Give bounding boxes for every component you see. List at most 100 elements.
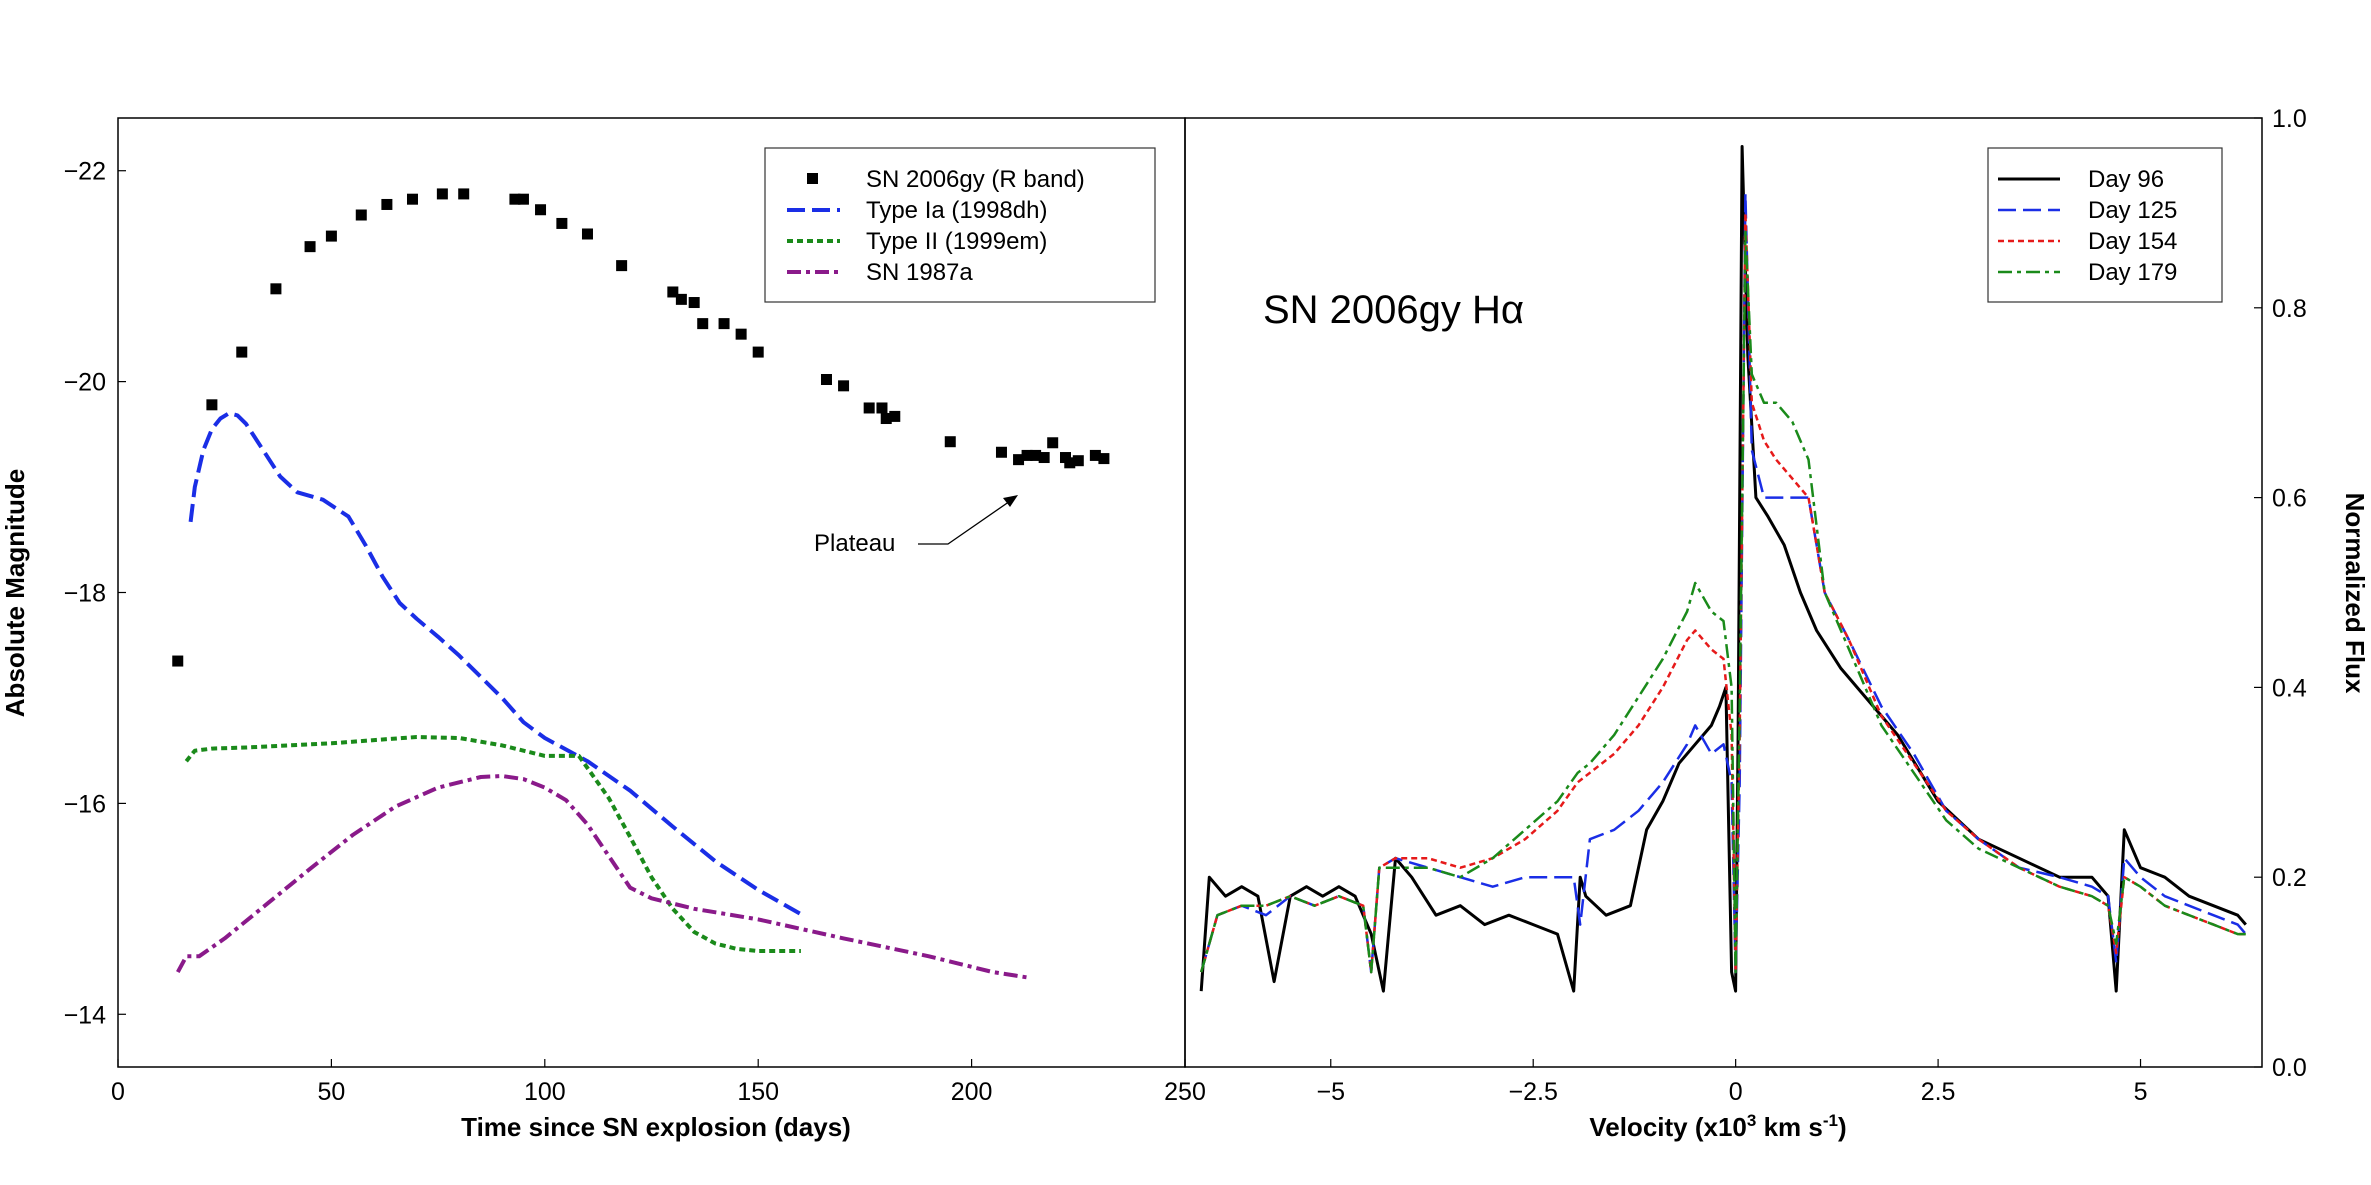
right-x-label-part2: km s xyxy=(1756,1112,1823,1142)
right-x-tick-label: 2.5 xyxy=(1921,1078,1956,1106)
right-chart-title: SN 2006gy Hα xyxy=(1263,288,1524,332)
left-y-tick-label: −16 xyxy=(64,790,106,818)
right-x-label-part3: ) xyxy=(1838,1112,1847,1142)
sn2006gy-data-point xyxy=(1089,449,1101,461)
sn2006gy-data-point xyxy=(381,198,393,210)
left-x-tick-label: 50 xyxy=(317,1078,345,1106)
left-legend-label: Type II (1999em) xyxy=(866,228,1047,255)
sn2006gy-data-point xyxy=(270,283,282,295)
plateau-annotation: Plateau xyxy=(814,530,895,557)
right-x-label-sup2: -1 xyxy=(1823,1111,1838,1130)
sn2006gy-data-point xyxy=(1030,449,1042,461)
sn2006gy-data-point xyxy=(944,436,956,448)
sn2006gy-data-point xyxy=(325,230,337,242)
right-x-tick-label: 5 xyxy=(2134,1078,2148,1106)
left-series-line-2 xyxy=(184,735,801,953)
sn2006gy-data-point xyxy=(1072,455,1084,467)
right-legend-label: Day 125 xyxy=(2088,197,2177,224)
right-x-label-sup1: 3 xyxy=(1747,1111,1756,1130)
sn2006gy-data-point xyxy=(880,413,892,425)
left-x-tick-label: 0 xyxy=(111,1078,125,1106)
right-legend-box xyxy=(1987,147,2223,303)
left-y-tick-label: −20 xyxy=(64,369,106,397)
sn2006gy-data-point xyxy=(406,193,418,205)
sn2006gy-data-point xyxy=(355,209,367,221)
sn2006gy-data-point xyxy=(1013,454,1025,466)
sn2006gy-data-point xyxy=(697,318,709,330)
sn2006gy-data-point xyxy=(1098,453,1110,465)
right-x-tick-label: −2.5 xyxy=(1509,1078,1558,1106)
left-y-tick-label: −22 xyxy=(64,158,106,186)
right-legend-items: Day 96 Day 125 Day 154 Day 179 xyxy=(1998,166,2177,286)
left-legend-marker xyxy=(807,173,818,184)
left-series xyxy=(172,188,1110,980)
left-legend-label: Type Ia (1998dh) xyxy=(866,197,1047,224)
sn2006gy-data-point xyxy=(616,260,628,272)
sn2006gy-data-point xyxy=(876,402,888,414)
right-x-axis-label: Velocity (x103 km s-1) xyxy=(1589,1111,1846,1142)
left-x-axis-label: Time since SN explosion (days) xyxy=(461,1112,851,1142)
right-series-line-3 xyxy=(1199,230,2246,974)
left-x-tick-label: 250 xyxy=(1164,1078,1206,1106)
sn2006gy-data-point xyxy=(995,446,1007,458)
right-legend-label: Day 154 xyxy=(2088,228,2177,255)
sn2006gy-data-point xyxy=(436,188,448,200)
sn2006gy-data-point xyxy=(1021,449,1033,461)
left-legend-label: SN 2006gy (R band) xyxy=(866,166,1085,193)
sn2006gy-data-point xyxy=(838,380,850,392)
sn2006gy-data-point xyxy=(458,188,470,200)
left-legend-label: SN 1987a xyxy=(866,259,973,286)
sn2006gy-data-point xyxy=(581,228,593,240)
right-y-tick-label: 1.0 xyxy=(2272,105,2307,133)
left-y-tick-label: −14 xyxy=(64,1001,107,1029)
sn2006gy-data-point xyxy=(863,402,875,414)
sn2006gy-data-point xyxy=(304,241,316,253)
right-y-axis-label: Normalized Flux xyxy=(2340,493,2370,694)
right-y-tick-label: 0.6 xyxy=(2272,485,2307,513)
sn2006gy-data-point xyxy=(236,346,248,358)
sn2006gy-data-point xyxy=(889,410,901,422)
plateau-arrowhead xyxy=(1003,495,1018,507)
sn2006gy-data-point xyxy=(1047,437,1059,449)
right-ticks: −5 −2.5 0 2.5 5 0.0 0.2 0.4 0.6 0.8 1.0 xyxy=(1317,105,2307,1106)
sn2006gy-data-point xyxy=(517,193,529,205)
sn2006gy-data-point xyxy=(718,318,730,330)
sn2006gy-data-point xyxy=(735,328,747,340)
left-legend: SN 2006gy (R band) Type Ia (1998dh) Type I… xyxy=(764,147,1156,303)
right-y-tick-label: 0.4 xyxy=(2272,674,2307,702)
right-x-label-part1: Velocity (x10 xyxy=(1589,1112,1747,1142)
sn2006gy-data-point xyxy=(688,297,700,309)
right-y-tick-label: 0.8 xyxy=(2272,295,2307,323)
left-series-line-3 xyxy=(176,774,1028,980)
left-x-tick-label: 150 xyxy=(737,1078,779,1106)
right-legend: Day 96 Day 125 Day 154 Day 179 xyxy=(1987,147,2223,303)
right-legend-label: Day 96 xyxy=(2088,166,2164,193)
left-legend-box xyxy=(764,147,1156,303)
sn2006gy-data-point xyxy=(535,204,547,216)
left-y-axis-label: Absolute Magnitude xyxy=(0,469,30,717)
right-y-tick-label: 0.2 xyxy=(2272,864,2307,892)
sn2006gy-data-point xyxy=(1038,452,1050,464)
sn2006gy-data-point xyxy=(675,293,687,305)
plateau-arrow xyxy=(918,498,1014,545)
right-series-line-0 xyxy=(1199,145,2247,993)
left-x-tick-label: 100 xyxy=(524,1078,566,1106)
sn2006gy-data-point xyxy=(667,286,679,298)
left-x-tick-label: 200 xyxy=(951,1078,993,1106)
right-series xyxy=(1199,145,2247,993)
right-x-tick-label: 0 xyxy=(1729,1078,1743,1106)
left-ticks: 0 50 100 150 200 250 −22 −20 −18 −16 −14 xyxy=(64,158,1206,1106)
left-legend-items: SN 2006gy (R band) Type Ia (1998dh) Type I… xyxy=(787,166,1085,286)
right-y-tick-label: 0.0 xyxy=(2272,1054,2307,1082)
sn2006gy-data-point xyxy=(752,346,764,358)
sn2006gy-data-point xyxy=(556,217,568,229)
right-series-line-2 xyxy=(1199,211,2246,974)
right-plot-frame xyxy=(1184,117,2263,1068)
sn2006gy-data-point xyxy=(509,193,521,205)
sn2006gy-data-point xyxy=(1064,457,1076,469)
right-legend-label: Day 179 xyxy=(2088,259,2177,286)
sn2006gy-data-point xyxy=(172,655,184,667)
left-y-tick-label: −18 xyxy=(64,580,106,608)
sn2006gy-data-point xyxy=(206,399,218,411)
